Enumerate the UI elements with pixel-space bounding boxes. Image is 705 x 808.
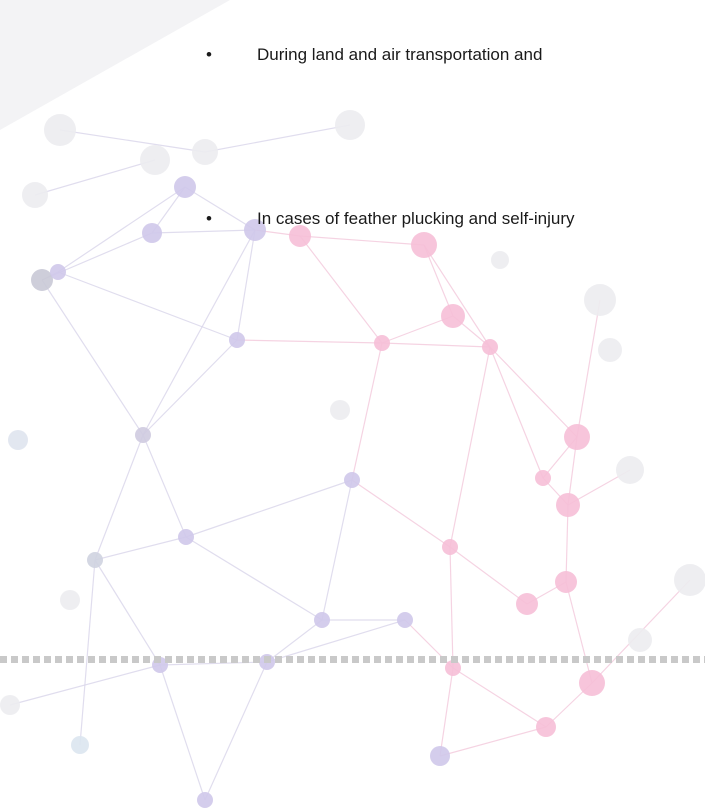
network-background: [0, 0, 705, 808]
network-edge: [440, 668, 453, 756]
network-edge: [186, 537, 322, 620]
bullet: •: [206, 45, 257, 65]
network-node: [374, 335, 390, 351]
network-edge: [450, 547, 453, 668]
network-edge: [186, 480, 352, 537]
network-edge: [160, 665, 205, 800]
dashed-divider: [0, 656, 705, 663]
network-edge: [352, 480, 450, 547]
network-node: [564, 424, 590, 450]
network-node: [616, 456, 644, 484]
item-text: During land and air transportation and: [257, 45, 542, 64]
network-node: [60, 590, 80, 610]
network-node: [174, 176, 196, 198]
network-edge: [577, 300, 600, 437]
network-node: [140, 145, 170, 175]
network-edge: [95, 560, 160, 665]
network-node: [87, 552, 103, 568]
network-edge: [352, 343, 382, 480]
network-node: [579, 670, 605, 696]
network-node: [0, 695, 20, 715]
network-edge: [205, 662, 267, 800]
network-edge: [440, 727, 546, 756]
network-node: [598, 338, 622, 362]
network-node: [674, 564, 705, 596]
network-edge: [450, 347, 490, 547]
network-edge: [58, 187, 185, 272]
network-node: [71, 736, 89, 754]
bullet: •: [206, 209, 257, 229]
network-edge: [382, 343, 490, 347]
network-edge: [152, 230, 255, 233]
network-node: [535, 470, 551, 486]
network-edge: [424, 245, 490, 347]
network-node: [335, 110, 365, 140]
network-edge: [300, 236, 424, 245]
network-edge: [143, 435, 186, 537]
network-edge: [566, 582, 592, 683]
network-edge: [95, 435, 143, 560]
network-node: [135, 427, 151, 443]
network-node: [555, 571, 577, 593]
network-edge: [143, 340, 237, 435]
network-edge: [42, 280, 143, 435]
network-node: [536, 717, 556, 737]
network-node: [584, 284, 616, 316]
network-node: [22, 182, 48, 208]
network-node: [178, 529, 194, 545]
network-node: [197, 792, 213, 808]
network-edge: [450, 547, 527, 604]
network-node: [628, 628, 652, 652]
network-edge: [300, 236, 382, 343]
network-node: [397, 612, 413, 628]
network-node: [229, 332, 245, 348]
network-node: [8, 430, 28, 450]
network-edge: [205, 125, 350, 152]
list-item: •During land and air transportation and: [206, 45, 542, 65]
network-edge: [10, 665, 160, 705]
corner-shade: [0, 0, 230, 130]
network-edge: [490, 347, 577, 437]
network-node: [482, 339, 498, 355]
network-edge: [237, 340, 382, 343]
network-node: [442, 539, 458, 555]
network-node: [556, 493, 580, 517]
network-edge: [60, 130, 205, 152]
network-node: [50, 264, 66, 280]
network-node: [411, 232, 437, 258]
network-node: [31, 269, 53, 291]
network-edge: [453, 668, 546, 727]
page: •During land and air transportation and …: [0, 0, 705, 808]
network-node: [330, 400, 350, 420]
network-edge: [95, 537, 186, 560]
network-edge: [322, 480, 352, 620]
network-edge: [490, 347, 543, 478]
network-node: [314, 612, 330, 628]
network-node: [430, 746, 450, 766]
network-node: [344, 472, 360, 488]
network-node: [44, 114, 76, 146]
item-text: In cases of feather plucking and self-in…: [257, 209, 575, 228]
network-node: [516, 593, 538, 615]
network-node: [142, 223, 162, 243]
network-node: [192, 139, 218, 165]
network-edge: [58, 272, 237, 340]
network-node: [491, 251, 509, 269]
network-edge: [35, 160, 155, 195]
network-node: [441, 304, 465, 328]
list-item: •In cases of feather plucking and self-i…: [206, 209, 575, 229]
network-edge: [80, 560, 95, 745]
